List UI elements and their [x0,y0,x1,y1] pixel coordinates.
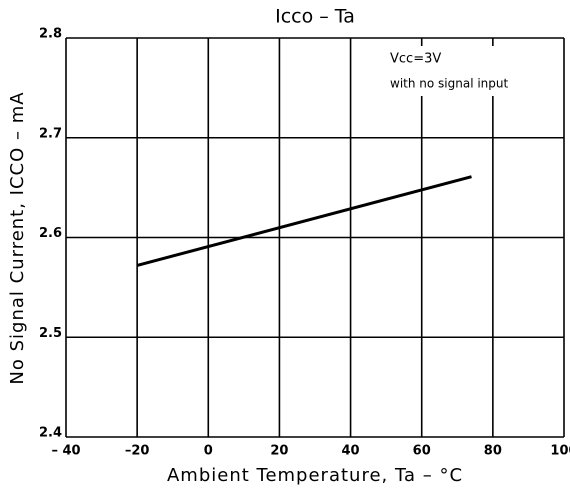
y-tick-label: 2.7 [39,126,62,141]
y-tick-label: 2.5 [39,326,62,341]
y-tick-label: 2.4 [39,426,62,441]
x-tick-label: 0 [204,444,213,459]
x-tick-label: –20 [125,444,150,459]
x-tick-label: 40 [342,444,360,459]
y-tick-label: 2.8 [39,27,62,42]
data-line [136,175,472,267]
x-tick-label: 20 [270,444,288,459]
y-tick-label: 2.6 [39,226,62,241]
annotation-background [384,46,554,96]
x-tick-label: 100 [550,444,570,459]
y-axis-label: No Signal Current, ICCO – mA [7,91,28,384]
x-axis-label: Ambient Temperature, Ta – °C [167,465,463,486]
x-tick-label: 80 [484,444,502,459]
x-tick-label: – 40 [51,444,80,459]
chart-title: Icco – Ta [275,6,355,28]
x-tick-label: 60 [413,444,431,459]
annotation: Vcc=3V [390,52,441,67]
annotation: with no signal input [390,77,509,91]
